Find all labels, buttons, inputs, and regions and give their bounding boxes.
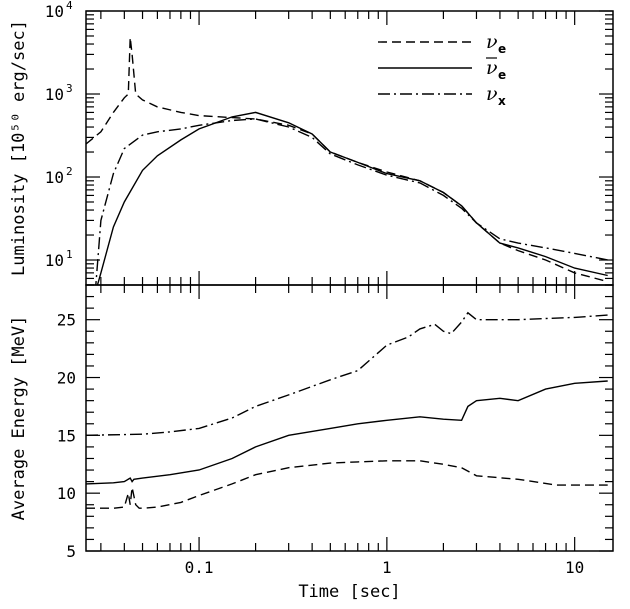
energy-panel: 5 10 15 20 25 0.1 1 10 Average Energy [MeV] Ti… (9, 284, 614, 602)
luminosity-axis-label: Luminosity [10⁵⁰ erg/sec] (9, 20, 29, 276)
y-tick-exponent: 1 (66, 248, 73, 261)
luminosity-plot-frame (85, 10, 614, 286)
energy-axis-label: Average Energy [MeV] (9, 316, 29, 521)
y-tick-exponent: 2 (66, 165, 73, 178)
legend-label: ν (486, 57, 498, 79)
time-axis-label: Time [sec] (298, 582, 400, 602)
energy-plot-frame (85, 284, 614, 552)
time-x-tick-labels: 0.1 1 10 (185, 558, 585, 577)
legend: ν eν eν x (378, 31, 506, 108)
luminosity-series-solid (96, 111, 608, 285)
energy-series-group (86, 311, 608, 509)
y-tick-label: 5 (66, 542, 76, 561)
y-tick-label: 10 (45, 251, 64, 270)
y-tick-label: 10 (45, 85, 64, 104)
energy-y-tick-labels: 5 10 15 20 25 (57, 311, 76, 561)
y-tick-label: 25 (57, 311, 76, 330)
y-tick-label: 20 (57, 369, 76, 388)
luminosity-ticks (86, 10, 613, 286)
y-tick-exponent: 3 (66, 82, 73, 95)
y-tick-label: 15 (57, 426, 76, 445)
legend-label-subscript: x (498, 94, 506, 108)
legend-label-subscript: e (498, 42, 506, 56)
y-tick-exponent: 4 (66, 0, 73, 12)
legend-label: ν (486, 83, 498, 105)
energy-series-dashed (86, 460, 608, 509)
x-tick-label: 0.1 (185, 558, 214, 577)
legend-label-subscript: e (498, 68, 506, 82)
luminosity-series-group (86, 37, 608, 285)
energy-ticks (86, 284, 613, 552)
energy-series-dashdot (86, 311, 608, 436)
luminosity-series-dashdot (95, 118, 608, 285)
y-tick-label: 10 (45, 168, 64, 187)
legend-label: ν (486, 31, 498, 53)
energy-series-solid (86, 380, 608, 485)
y-tick-label: 10 (57, 484, 76, 503)
x-tick-label: 10 (565, 558, 584, 577)
luminosity-series-dashed (86, 37, 608, 283)
x-tick-label: 1 (382, 558, 392, 577)
y-tick-label: 10 (45, 2, 64, 21)
